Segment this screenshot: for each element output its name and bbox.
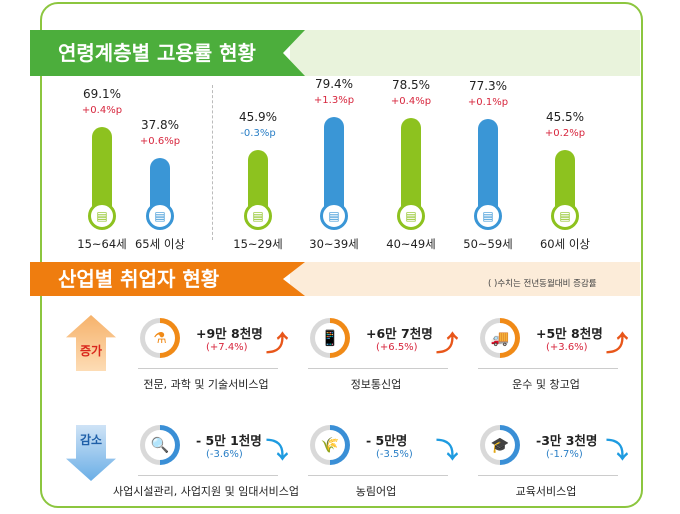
bar: [150, 158, 170, 216]
bar: [555, 150, 575, 216]
change-label: +0.6%p: [139, 136, 181, 148]
section2-title: 산업별 취업자 현황: [30, 262, 305, 296]
increase-label: 증가: [79, 344, 103, 358]
percent: (+7.4%): [206, 342, 248, 353]
industry-name: 사업시설관리, 사업지원 및 임대서비스업: [112, 485, 300, 498]
category-label: 60세 이상: [539, 237, 591, 251]
tools-search-ring: 🔍: [140, 425, 180, 465]
count: -3만 3천명: [536, 433, 598, 448]
count: - 5만명: [366, 433, 408, 448]
change-label: +0.4%p: [390, 95, 432, 107]
tools-search-icon: 🔍: [145, 430, 175, 460]
percent: (+6.5%): [376, 342, 418, 353]
divider: [478, 475, 618, 476]
note: ( )수치는 전년동월대비 증감률: [488, 279, 597, 289]
truck-ring: 🚚: [480, 318, 520, 358]
decrease-label: 감소: [79, 433, 103, 447]
document-search-icon: ▤: [474, 202, 502, 230]
category-label: 15~64세: [77, 237, 127, 251]
trend-up-icon: ⤴: [606, 332, 629, 357]
divider: [308, 368, 448, 369]
document-search-icon: ▤: [397, 202, 425, 230]
change-label: +0.1%p: [467, 97, 509, 109]
phone-icon: 📱: [315, 323, 345, 353]
change-label: -0.3%p: [240, 128, 276, 140]
value-label: 37.8%: [140, 118, 180, 133]
trend-down-icon: ⤵: [436, 439, 459, 464]
industry-name: 운수 및 창고업: [512, 378, 580, 391]
value-label: 77.3%: [468, 79, 508, 94]
graduation-cap-icon: 🎓: [485, 430, 515, 460]
industry-name: 농림어업: [355, 485, 397, 498]
divider: [138, 368, 278, 369]
truck-icon: 🚚: [485, 323, 515, 353]
percent: (-3.6%): [206, 449, 243, 460]
percent: (+3.6%): [546, 342, 588, 353]
value-label: 79.4%: [314, 77, 354, 91]
bar: [92, 127, 112, 216]
change-label: +0.2%p: [544, 128, 586, 140]
divider: [138, 475, 278, 476]
section2-header-strip: [290, 262, 640, 296]
trend-up-icon: ⤴: [266, 332, 289, 357]
document-search-icon: ▤: [88, 202, 116, 230]
value-label: 45.9%: [238, 110, 278, 125]
wheat-ring: 🌾: [310, 425, 350, 465]
document-search-icon: ▤: [320, 202, 348, 230]
category-label: 30~39세: [309, 237, 359, 251]
change-label: +0.4%p: [81, 105, 123, 117]
divider: [308, 475, 448, 476]
trend-down-icon: ⤵: [606, 439, 629, 464]
category-label: 65세 이상: [134, 237, 186, 251]
document-search-icon: ▤: [551, 202, 579, 230]
document-search-icon: ▤: [244, 202, 272, 230]
infographic-panel: [40, 2, 643, 508]
lab-flask-icon: ⚗: [145, 323, 175, 353]
category-label: 50~59세: [463, 237, 513, 251]
bar: [248, 150, 268, 216]
separator: [212, 85, 213, 240]
bar: [324, 117, 344, 216]
section1-title: 연령계층별 고용률 현황: [30, 30, 305, 76]
bar: [478, 119, 498, 216]
count: - 5만 1천명: [196, 433, 262, 448]
change-label: +1.3%p: [313, 95, 355, 106]
graduation-cap-ring: 🎓: [480, 425, 520, 465]
section1-header-strip: [290, 30, 640, 76]
value-label: 78.5%: [391, 77, 431, 92]
percent: (-1.7%): [546, 449, 583, 460]
wheat-icon: 🌾: [315, 430, 345, 460]
count: +5만 8천명: [536, 326, 603, 341]
count: +6만 7천명: [366, 326, 433, 341]
category-label: 15~29세: [233, 237, 283, 251]
industry-name: 정보통신업: [350, 378, 402, 391]
industry-name: 교육서비스업: [515, 485, 577, 498]
bar: [401, 117, 421, 216]
divider: [478, 368, 618, 369]
trend-up-icon: ⤴: [436, 332, 459, 357]
count: +9만 8천명: [196, 326, 263, 341]
trend-down-icon: ⤵: [266, 439, 289, 464]
industry-name: 전문, 과학 및 기술서비스업: [143, 378, 269, 391]
lab-flask-ring: ⚗: [140, 318, 180, 358]
category-label: 40~49세: [386, 237, 436, 251]
value-label: 45.5%: [545, 110, 585, 125]
document-search-icon: ▤: [146, 202, 174, 230]
phone-ring: 📱: [310, 318, 350, 358]
percent: (-3.5%): [376, 449, 413, 460]
value-label: 69.1%: [82, 87, 122, 102]
